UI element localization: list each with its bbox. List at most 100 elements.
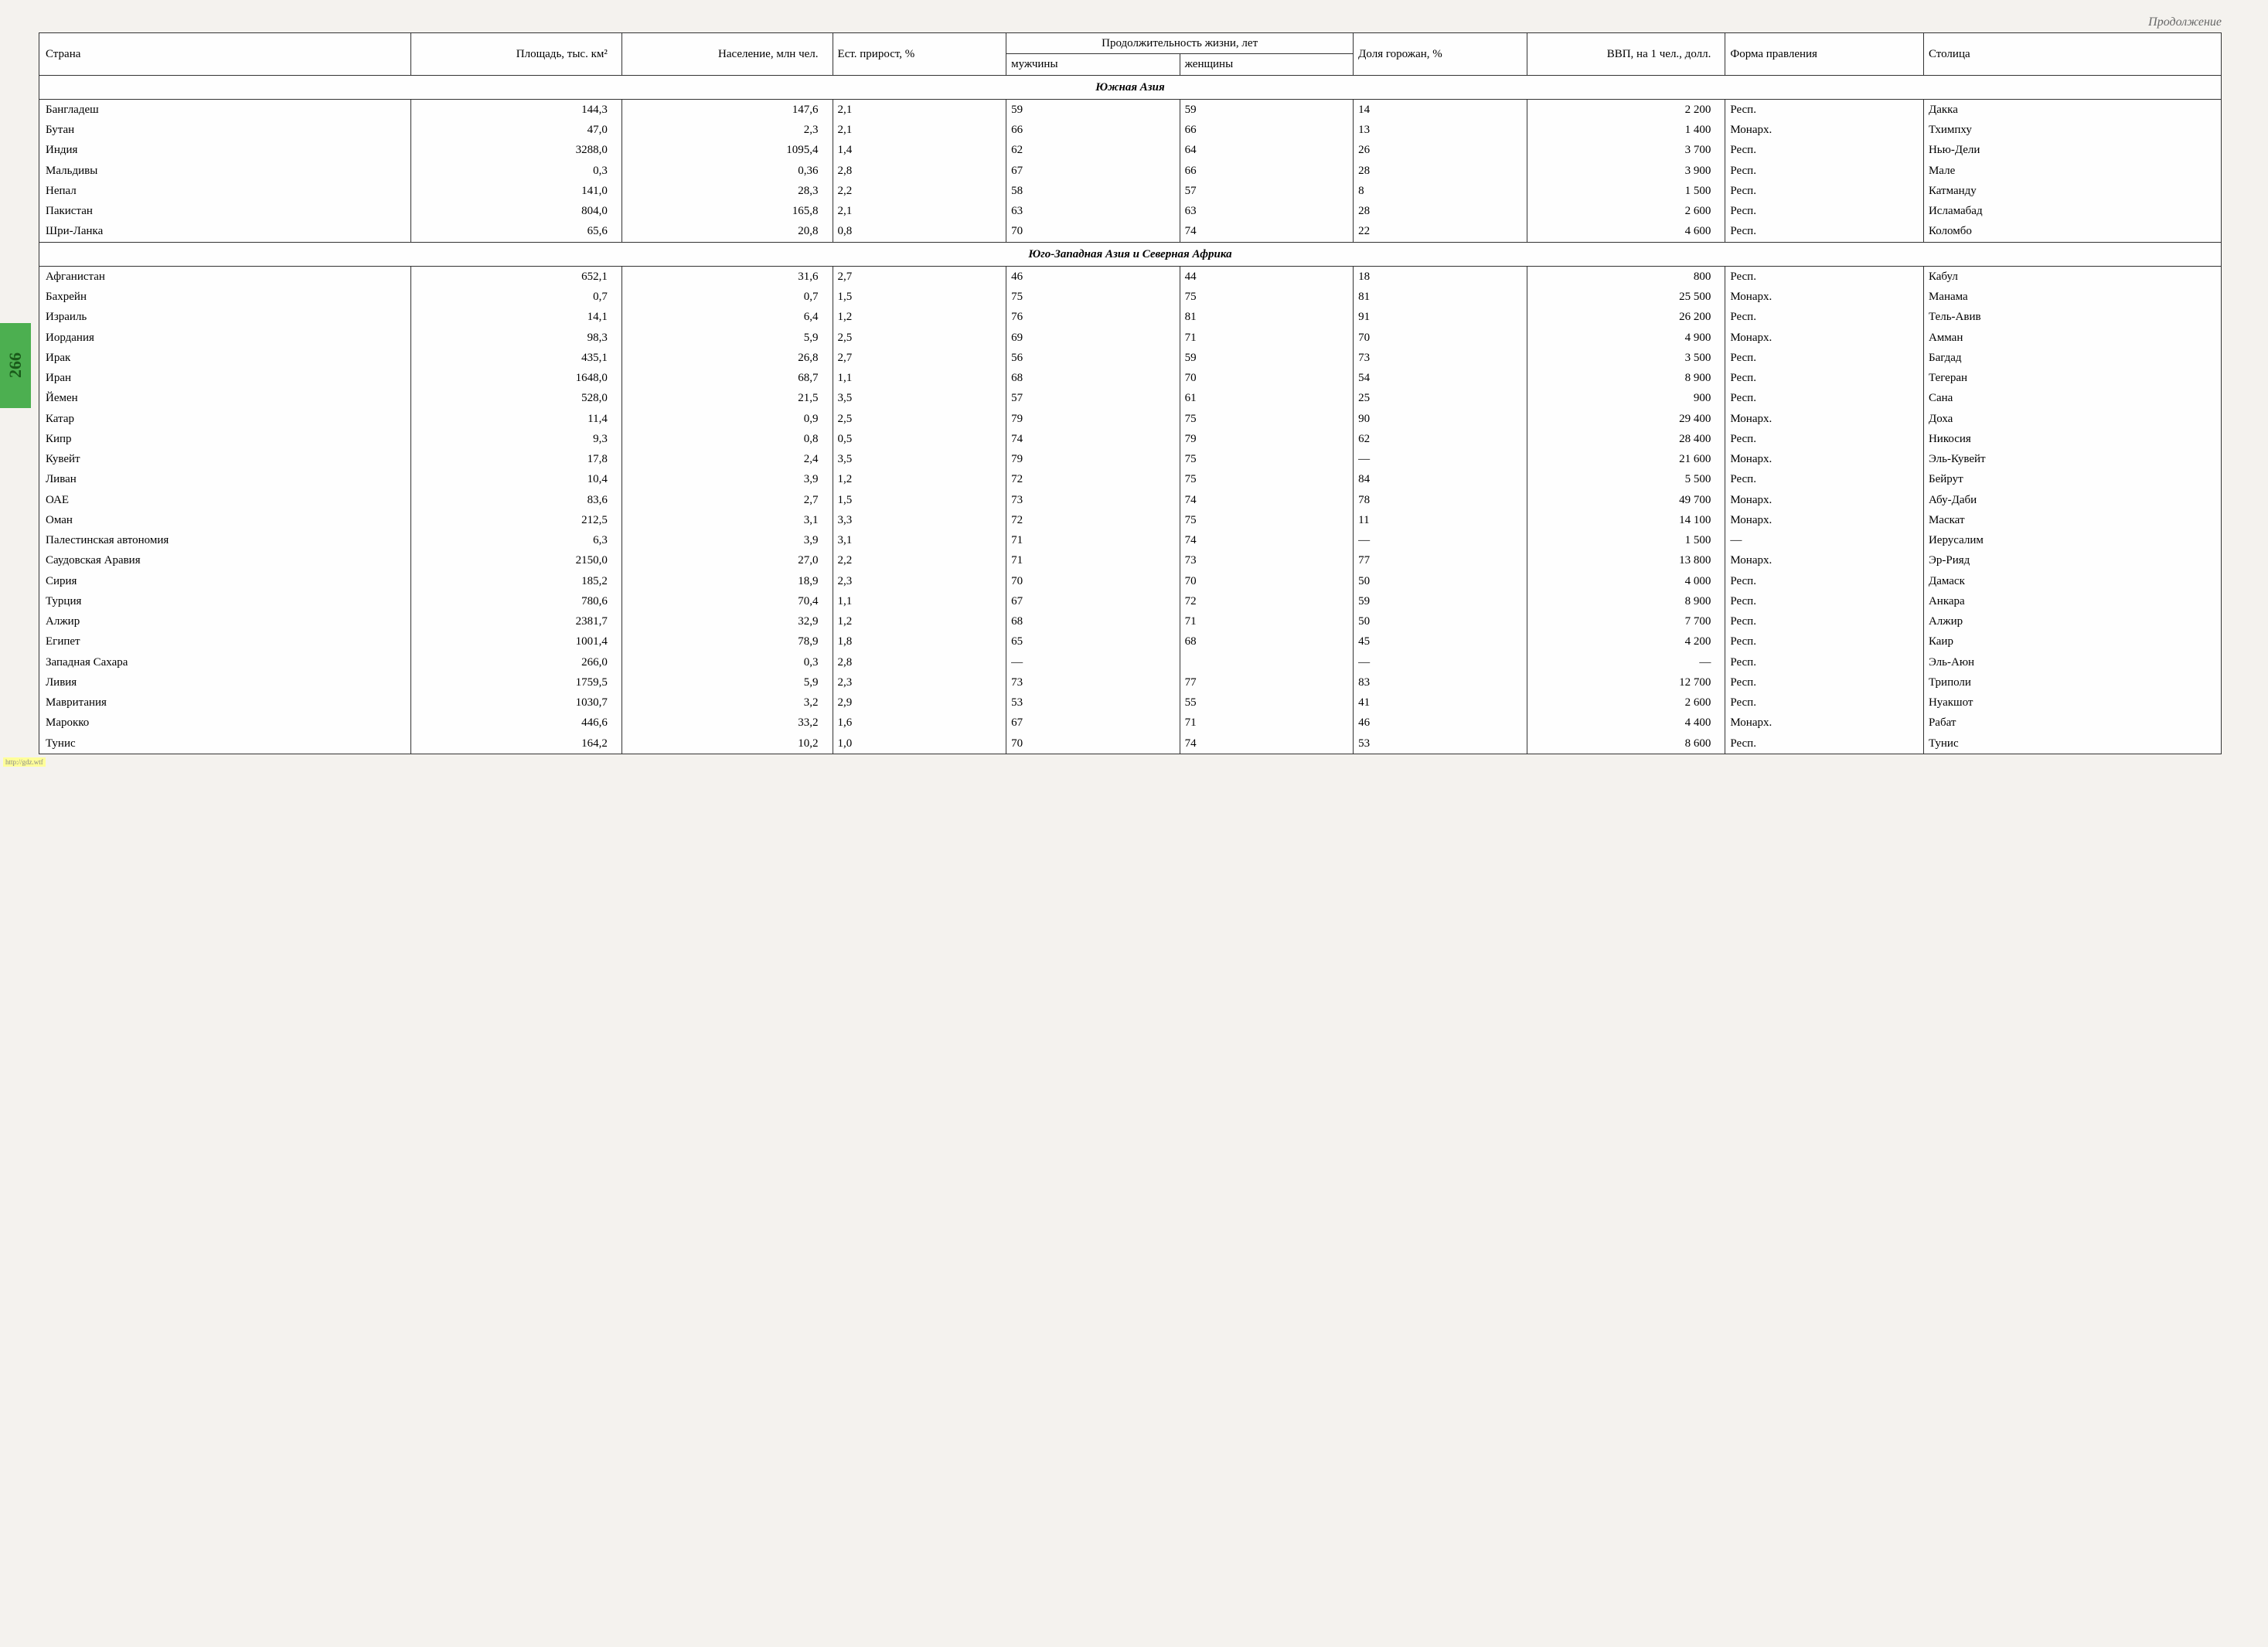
cell: Респ. bbox=[1725, 140, 1924, 160]
cell: 57 bbox=[1180, 181, 1354, 201]
cell: 804,0 bbox=[411, 201, 622, 221]
section-header: Южная Азия bbox=[39, 75, 2222, 99]
table-row: Индия3288,01095,41,46264263 700Респ.Нью-… bbox=[39, 140, 2222, 160]
cell: 70,4 bbox=[621, 591, 833, 611]
table-row: Саудовская Аравия2150,027,02,271737713 8… bbox=[39, 550, 2222, 570]
cell: 54 bbox=[1354, 368, 1527, 388]
cell: 3,3 bbox=[833, 510, 1006, 530]
cell: 67 bbox=[1006, 161, 1180, 181]
cell: 2381,7 bbox=[411, 611, 622, 631]
cell: 47,0 bbox=[411, 120, 622, 140]
cell: 11,4 bbox=[411, 409, 622, 429]
cell: Западная Сахара bbox=[39, 652, 411, 672]
cell: Йемен bbox=[39, 388, 411, 408]
cell: Респ. bbox=[1725, 672, 1924, 692]
table-row: Йемен528,021,53,5576125900Респ.Сана bbox=[39, 388, 2222, 408]
cell: 2,1 bbox=[833, 99, 1006, 120]
cell: 2,7 bbox=[621, 490, 833, 510]
cell: 70 bbox=[1354, 328, 1527, 348]
cell: 5,9 bbox=[621, 328, 833, 348]
cell: 79 bbox=[1180, 429, 1354, 449]
cell: Палестинская автономия bbox=[39, 530, 411, 550]
cell: 18 bbox=[1354, 266, 1527, 287]
cell: 22 bbox=[1354, 221, 1527, 242]
table-row: Алжир2381,732,91,26871507 700Респ.Алжир bbox=[39, 611, 2222, 631]
cell: 25 500 bbox=[1527, 287, 1725, 307]
cell: 75 bbox=[1180, 409, 1354, 429]
table-row: Ливия1759,55,92,373778312 700Респ.Трипол… bbox=[39, 672, 2222, 692]
table-row: Оман212,53,13,372751114 100Монарх.Маскат bbox=[39, 510, 2222, 530]
cell: 98,3 bbox=[411, 328, 622, 348]
cell: Монарх. bbox=[1725, 510, 1924, 530]
cell: Тегеран bbox=[1923, 368, 2221, 388]
cell: 65 bbox=[1006, 631, 1180, 652]
cell: 18,9 bbox=[621, 571, 833, 591]
cell: 73 bbox=[1354, 348, 1527, 368]
cell: 21,5 bbox=[621, 388, 833, 408]
cell: Пакистан bbox=[39, 201, 411, 221]
cell: 8 600 bbox=[1527, 733, 1725, 754]
cell: 0,7 bbox=[621, 287, 833, 307]
cell: 66 bbox=[1180, 161, 1354, 181]
cell: 61 bbox=[1180, 388, 1354, 408]
cell: 2 200 bbox=[1527, 99, 1725, 120]
cell: Респ. bbox=[1725, 266, 1924, 287]
cell: Египет bbox=[39, 631, 411, 652]
cell: ОАЕ bbox=[39, 490, 411, 510]
cell: 147,6 bbox=[621, 99, 833, 120]
cell: 5,9 bbox=[621, 672, 833, 692]
cell: 2,7 bbox=[833, 348, 1006, 368]
cell: 3,1 bbox=[833, 530, 1006, 550]
cell: 2,8 bbox=[833, 161, 1006, 181]
cell: 2,3 bbox=[833, 672, 1006, 692]
cell: 528,0 bbox=[411, 388, 622, 408]
cell: 78,9 bbox=[621, 631, 833, 652]
cell: 2,5 bbox=[833, 409, 1006, 429]
cell: Абу-Даби bbox=[1923, 490, 2221, 510]
cell: 1 500 bbox=[1527, 181, 1725, 201]
cell: 9,3 bbox=[411, 429, 622, 449]
cell: Афганистан bbox=[39, 266, 411, 287]
cell: 59 bbox=[1006, 99, 1180, 120]
cell: Шри-Ланка bbox=[39, 221, 411, 242]
cell: Ливия bbox=[39, 672, 411, 692]
cell: Никосия bbox=[1923, 429, 2221, 449]
table-header: Страна Площадь, тыс. км² Население, млн … bbox=[39, 33, 2222, 76]
cell: 70 bbox=[1006, 221, 1180, 242]
table-row: Турция780,670,41,16772598 900Респ.Анкара bbox=[39, 591, 2222, 611]
cell: Монарх. bbox=[1725, 490, 1924, 510]
cell: 50 bbox=[1354, 571, 1527, 591]
cell: 75 bbox=[1180, 287, 1354, 307]
cell: 41 bbox=[1354, 692, 1527, 713]
cell: Респ. bbox=[1725, 181, 1924, 201]
table-row: Бангладеш144,3147,62,15959142 200Респ.Да… bbox=[39, 99, 2222, 120]
cell: Тель-Авив bbox=[1923, 307, 2221, 327]
cell: 2,4 bbox=[621, 449, 833, 469]
cell: Респ. bbox=[1725, 571, 1924, 591]
cell: 164,2 bbox=[411, 733, 622, 754]
cell: Катар bbox=[39, 409, 411, 429]
cell: Нью-Дели bbox=[1923, 140, 2221, 160]
cell: Бангладеш bbox=[39, 99, 411, 120]
cell: — bbox=[1527, 652, 1725, 672]
cell: 72 bbox=[1180, 591, 1354, 611]
header-female: женщины bbox=[1180, 54, 1354, 75]
cell: Респ. bbox=[1725, 733, 1924, 754]
cell: 652,1 bbox=[411, 266, 622, 287]
cell: 4 000 bbox=[1527, 571, 1725, 591]
cell: Сана bbox=[1923, 388, 2221, 408]
cell: Непал bbox=[39, 181, 411, 201]
cell: 2,3 bbox=[833, 571, 1006, 591]
cell: 10,4 bbox=[411, 469, 622, 489]
cell: 1030,7 bbox=[411, 692, 622, 713]
cell: Рабат bbox=[1923, 713, 2221, 733]
cell: Респ. bbox=[1725, 469, 1924, 489]
cell: Респ. bbox=[1725, 161, 1924, 181]
cell: 70 bbox=[1180, 571, 1354, 591]
cell: 3 900 bbox=[1527, 161, 1725, 181]
table-row: ОАЕ83,62,71,573747849 700Монарх.Абу-Даби bbox=[39, 490, 2222, 510]
cell: Респ. bbox=[1725, 348, 1924, 368]
cell: Кипр bbox=[39, 429, 411, 449]
table-body: Южная АзияБангладеш144,3147,62,15959142 … bbox=[39, 75, 2222, 754]
header-urban: Доля горожан, % bbox=[1354, 33, 1527, 76]
